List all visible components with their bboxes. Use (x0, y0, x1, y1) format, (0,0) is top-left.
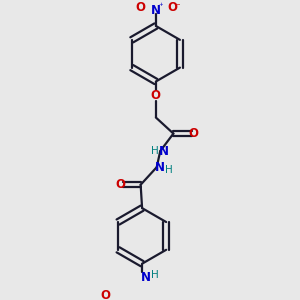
Text: O: O (189, 127, 199, 140)
Text: H: H (165, 165, 173, 175)
Text: N: N (141, 271, 151, 284)
Text: O: O (100, 289, 111, 300)
Text: O: O (151, 89, 161, 102)
Text: N: N (155, 161, 165, 174)
Text: O: O (167, 1, 177, 14)
Text: O: O (136, 1, 146, 14)
Text: H: H (151, 270, 158, 280)
Text: O: O (115, 178, 125, 191)
Text: H: H (151, 146, 158, 156)
Text: N: N (159, 145, 169, 158)
Text: $^+$: $^+$ (157, 2, 164, 11)
Text: $^-$: $^-$ (174, 0, 181, 9)
Text: N: N (151, 4, 161, 17)
